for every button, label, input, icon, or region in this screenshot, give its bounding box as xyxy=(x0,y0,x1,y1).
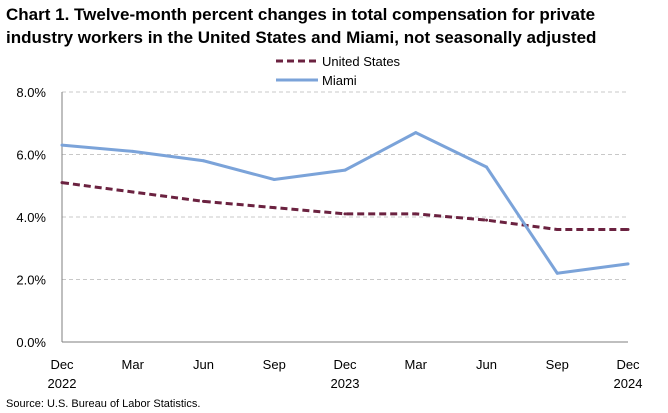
data-point-united-states xyxy=(485,218,488,222)
data-point-united-states xyxy=(555,228,559,231)
y-axis-ticks: 0.0% 2.0% 4.0% 6.0% 8.0% xyxy=(16,85,46,350)
series-line-miami xyxy=(61,131,629,275)
x-tick-label: Dec xyxy=(50,357,74,372)
y-tick-label: 2.0% xyxy=(16,273,46,288)
x-tick-label: Sep xyxy=(546,357,569,372)
data-point-miami xyxy=(131,149,135,153)
y-tick-label: 0.0% xyxy=(16,335,46,350)
x-tick-label: Sep xyxy=(263,357,286,372)
x-tick-year-label: 2024 xyxy=(614,376,643,391)
data-point-miami xyxy=(272,178,276,181)
data-point-united-states xyxy=(202,199,205,203)
data-series xyxy=(60,131,630,275)
x-tick-label: Mar xyxy=(122,357,145,372)
x-axis-ticks: Dec 2022 Mar Jun Sep Dec 2023 Mar Jun Sep Dec 2024 xyxy=(48,357,643,391)
y-tick-label: 8.0% xyxy=(16,85,46,100)
data-point-united-states xyxy=(60,181,64,185)
x-tick-year-label: 2023 xyxy=(331,376,360,391)
legend-label-miami: Miami xyxy=(322,73,357,88)
data-point-miami xyxy=(555,271,559,275)
data-point-miami xyxy=(60,143,64,147)
y-tick-label: 6.0% xyxy=(16,148,46,163)
data-point-miami xyxy=(485,165,488,169)
data-point-united-states xyxy=(343,212,347,216)
chart-axes xyxy=(61,92,628,343)
data-point-united-states xyxy=(272,206,276,210)
x-tick-label: Jun xyxy=(476,357,497,372)
data-point-united-states xyxy=(131,190,135,194)
legend: United States Miami xyxy=(276,54,401,88)
x-tick-label: Jun xyxy=(193,357,214,372)
data-point-miami xyxy=(202,159,205,163)
x-tick-label: Dec xyxy=(333,357,357,372)
data-point-miami xyxy=(343,168,347,172)
legend-label-united-states: United States xyxy=(322,54,401,69)
data-point-miami xyxy=(626,262,630,266)
x-tick-year-label: 2022 xyxy=(48,376,77,391)
series-line-united-states xyxy=(61,181,628,231)
source-note: Source: U.S. Bureau of Labor Statistics. xyxy=(6,398,201,410)
data-point-united-states xyxy=(626,228,630,231)
x-tick-label: Dec xyxy=(616,357,640,372)
x-tick-label: Mar xyxy=(405,357,428,372)
y-tick-label: 4.0% xyxy=(16,210,46,225)
data-point-miami xyxy=(414,131,418,135)
data-point-united-states xyxy=(414,212,418,216)
chart-title: Chart 1. Twelve-month percent changes in… xyxy=(6,5,597,47)
